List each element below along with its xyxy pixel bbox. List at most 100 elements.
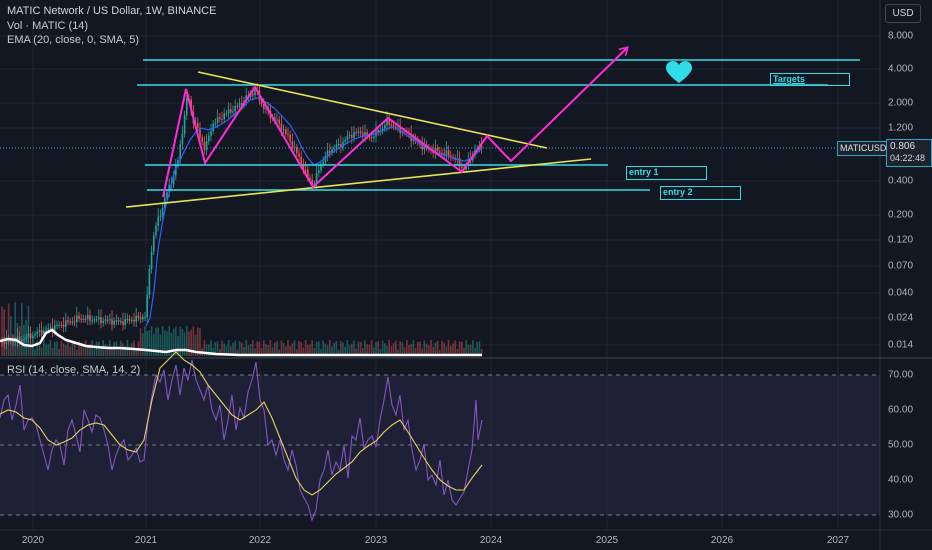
candle-body: [302, 164, 305, 170]
bar-countdown: 04:22:48: [890, 153, 926, 163]
volume-bar: [478, 341, 481, 356]
volume-bar: [146, 330, 148, 356]
candle-body: [197, 123, 199, 128]
volume-bar: [320, 348, 322, 356]
rsi-axis-label: 60.00: [888, 404, 914, 416]
candle-body: [291, 141, 294, 148]
entry-1-annotation[interactable]: entry 1: [626, 166, 707, 180]
volume-bar: [307, 344, 309, 356]
candle-body: [359, 131, 362, 134]
chart-title: MATIC Network / US Dollar, 1W, BINANCE: [7, 5, 217, 17]
candle-body: [311, 179, 313, 185]
triangle-lower-trendline[interactable]: [125, 158, 592, 208]
volume-bar: [117, 349, 120, 356]
volume-bar: [267, 345, 269, 356]
volume-bar: [285, 346, 287, 356]
ema-legend[interactable]: EMA (20, close, 0, SMA, 5): [7, 34, 140, 46]
volume-bar: [417, 341, 419, 356]
volume-bar: [122, 343, 124, 356]
volume-bar: [260, 348, 263, 356]
volume-bar: [227, 340, 230, 356]
targets-label: Targets: [773, 74, 805, 84]
currency-button[interactable]: USD: [885, 4, 921, 23]
volume-bar: [439, 349, 441, 356]
candle-body: [441, 152, 443, 154]
volume-legend[interactable]: Vol · MATIC (14): [7, 20, 89, 32]
triangle-upper-trendline[interactable]: [197, 71, 548, 149]
candle-body: [36, 332, 38, 335]
candle-body: [16, 336, 19, 342]
volume-bar: [406, 340, 408, 356]
volume-bar: [326, 345, 329, 356]
time-axis-label: 2022: [248, 535, 272, 546]
price-candles[interactable]: [1, 82, 483, 350]
candle-body: [375, 129, 377, 137]
candle-body: [377, 129, 379, 133]
volume-bar: [210, 340, 212, 356]
volume-bar: [296, 349, 298, 356]
price-grid: [0, 35, 880, 346]
entry-2-annotation[interactable]: entry 2: [660, 186, 741, 200]
candle-body: [104, 319, 107, 321]
candle-body: [128, 319, 131, 321]
volume-bar: [458, 341, 461, 356]
candle-body: [263, 104, 265, 110]
volume-bar: [381, 340, 384, 356]
volume-bar: [166, 331, 168, 356]
candle-body: [289, 134, 291, 142]
volume-bar: [293, 340, 296, 356]
time-axis-label: 2020: [21, 535, 45, 546]
price-axis-label: 0.040: [888, 287, 914, 299]
volume-bar: [463, 347, 465, 356]
candle-body: [362, 133, 364, 137]
candle-body: [333, 148, 335, 150]
volume-bar: [395, 340, 397, 356]
volume-bar: [58, 348, 60, 356]
volume-bar: [60, 340, 63, 356]
price-axis-label: 0.014: [888, 339, 914, 351]
volume-bar: [135, 349, 137, 356]
candle-body: [342, 141, 344, 148]
candle-body: [285, 129, 287, 134]
volume-bar: [175, 326, 177, 356]
symbol-tag[interactable]: MATICUSD: [837, 141, 890, 156]
volume-bar: [399, 341, 401, 356]
candle-body: [65, 320, 67, 327]
rsi-legend[interactable]: RSI (14, close, SMA, 14, 2): [7, 364, 141, 376]
candle-body: [84, 318, 87, 320]
volume-bar: [157, 327, 159, 356]
candle-body: [186, 98, 188, 116]
candle-body: [45, 329, 47, 331]
candle-body: [12, 340, 14, 343]
volume-bar: [269, 340, 272, 356]
volume-bar: [54, 341, 56, 356]
rsi-axis-label: 40.00: [888, 474, 914, 486]
volume-bar: [368, 344, 371, 356]
candle-body: [392, 125, 395, 127]
cyan-levels[interactable]: [137, 59, 860, 191]
candle-body: [245, 95, 247, 101]
volume-bar: [469, 344, 472, 356]
time-axis-label: 2027: [826, 535, 850, 546]
volume-bar: [331, 346, 333, 356]
candle-body: [307, 169, 309, 178]
projection-path[interactable]: [162, 48, 627, 198]
candle-body: [260, 100, 263, 105]
candle-body: [93, 319, 96, 321]
targets-annotation[interactable]: Targets: [770, 73, 850, 86]
rsi-axis-label: 50.00: [888, 439, 914, 451]
volume-bar: [219, 348, 221, 356]
volume-bar: [29, 343, 32, 356]
volume-bar: [14, 302, 16, 356]
candle-body: [148, 268, 151, 296]
volume-bar: [337, 349, 340, 356]
volume-bar: [205, 344, 208, 356]
candle-body: [320, 163, 322, 171]
volume-bar: [289, 345, 291, 356]
volume-bar: [476, 342, 478, 356]
price-axis-label: 0.070: [888, 260, 914, 272]
candle-body: [214, 122, 217, 124]
volume-bar: [388, 340, 390, 356]
volume-bar: [276, 341, 278, 356]
